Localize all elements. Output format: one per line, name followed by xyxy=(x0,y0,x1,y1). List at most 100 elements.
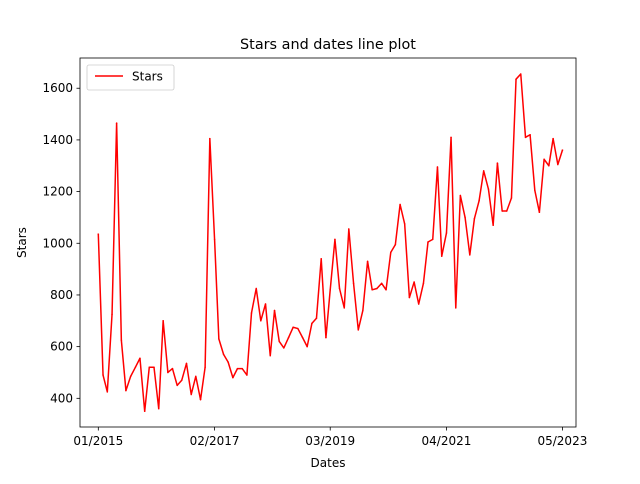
data-point xyxy=(478,199,480,202)
data-point xyxy=(190,393,192,396)
y-tick-label: 600 xyxy=(50,340,73,354)
data-point xyxy=(199,398,202,401)
data-point xyxy=(106,391,109,393)
data-point xyxy=(334,238,336,241)
data-point xyxy=(148,366,151,369)
data-point xyxy=(315,317,318,319)
data-point xyxy=(473,217,476,220)
x-tick-label: 02/2017 xyxy=(190,434,240,448)
data-point xyxy=(352,282,355,285)
data-point xyxy=(153,366,155,369)
legend-box xyxy=(86,64,175,91)
data-point xyxy=(129,375,132,378)
data-point xyxy=(413,281,415,283)
data-point xyxy=(218,338,220,340)
data-point xyxy=(125,389,127,392)
y-tick-label: 1000 xyxy=(42,236,73,250)
series-points xyxy=(97,73,564,412)
data-point xyxy=(195,375,197,378)
data-point xyxy=(515,78,517,80)
data-point xyxy=(529,134,531,136)
data-point xyxy=(399,203,401,206)
data-point xyxy=(487,188,490,190)
legend-label-stars: Stars xyxy=(132,70,163,84)
data-point xyxy=(534,189,536,192)
data-point xyxy=(390,251,392,254)
data-point xyxy=(459,194,462,197)
data-point xyxy=(394,243,397,246)
data-point xyxy=(171,367,174,370)
data-point xyxy=(417,303,420,305)
data-point xyxy=(371,289,373,291)
data-point xyxy=(157,407,160,410)
data-point xyxy=(139,357,141,360)
data-point xyxy=(338,287,341,290)
data-point xyxy=(162,320,164,322)
data-point xyxy=(287,336,290,339)
data-point xyxy=(524,136,527,139)
y-tick-label: 1200 xyxy=(42,185,73,199)
data-point xyxy=(496,162,499,164)
chart-title: Stars and dates line plot xyxy=(240,37,416,53)
data-point xyxy=(185,362,188,365)
data-point xyxy=(510,197,513,199)
data-point xyxy=(236,367,239,370)
data-point xyxy=(492,224,494,226)
x-axis-label: Dates xyxy=(311,456,346,470)
x-tick-label: 04/2021 xyxy=(422,434,472,448)
x-tick-label: 05/2023 xyxy=(537,434,587,448)
data-point xyxy=(264,303,267,305)
data-point xyxy=(445,232,448,234)
data-point xyxy=(366,260,369,263)
data-point xyxy=(501,210,503,212)
y-axis-ticks: 400 600 800 1000 1200 1400 1600 xyxy=(42,81,80,405)
data-point xyxy=(255,287,257,290)
data-point xyxy=(260,320,262,322)
data-point xyxy=(278,340,280,343)
data-point xyxy=(297,327,299,330)
data-point xyxy=(543,158,545,161)
data-point xyxy=(431,238,434,241)
data-point xyxy=(325,336,327,339)
data-point xyxy=(357,329,360,331)
data-point xyxy=(181,379,183,381)
data-point xyxy=(227,361,229,363)
data-point xyxy=(455,307,457,309)
data-point xyxy=(143,410,146,412)
data-point xyxy=(241,367,243,370)
x-tick-label: 03/2019 xyxy=(305,434,355,448)
data-point xyxy=(320,258,322,260)
data-point xyxy=(176,384,178,387)
data-point xyxy=(167,371,169,374)
data-point xyxy=(232,376,234,379)
data-point xyxy=(246,374,248,376)
data-point xyxy=(482,170,485,172)
x-axis-ticks: 01/2015 02/2017 03/2019 04/2021 05/2023 xyxy=(73,427,587,448)
data-point xyxy=(111,313,113,316)
data-point xyxy=(464,216,466,219)
data-point xyxy=(329,289,331,291)
data-point xyxy=(348,228,350,230)
data-point xyxy=(469,254,471,256)
y-tick-label: 800 xyxy=(50,288,73,302)
data-point xyxy=(408,296,411,299)
data-point xyxy=(450,136,452,139)
data-point xyxy=(427,241,429,243)
data-point xyxy=(343,307,345,309)
data-point xyxy=(115,122,118,124)
data-point xyxy=(269,354,271,357)
data-point xyxy=(120,339,123,341)
data-point xyxy=(380,282,383,285)
data-point xyxy=(306,345,308,348)
y-axis-label: Stars xyxy=(15,227,29,258)
data-point xyxy=(292,326,294,329)
data-point xyxy=(301,336,304,339)
data-point xyxy=(250,312,253,314)
data-point xyxy=(311,322,313,325)
data-point xyxy=(557,163,559,166)
data-point xyxy=(436,166,439,168)
data-point xyxy=(102,374,104,376)
plot-area-frame xyxy=(79,57,577,428)
